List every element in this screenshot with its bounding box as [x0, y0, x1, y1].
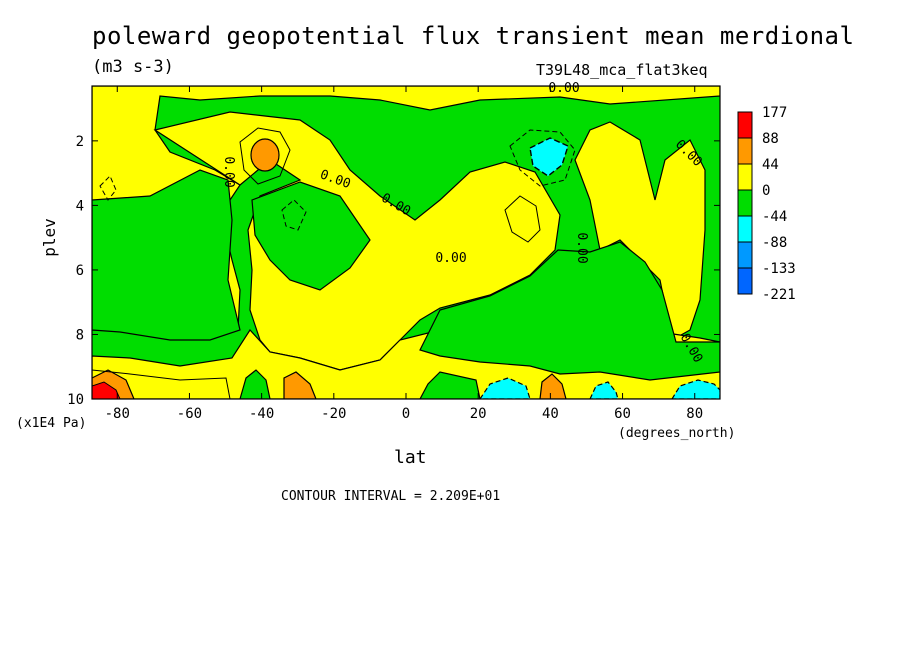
- x-tick-label: 20: [470, 406, 487, 422]
- y-axis-unit: (x1E4 Pa): [16, 416, 87, 431]
- contour-zero-label: 0.00: [435, 251, 466, 266]
- region-negative-left: [92, 169, 241, 341]
- region-negative-green-bottom-2: [419, 371, 481, 399]
- contour-positive-solid-3: [92, 369, 231, 399]
- colorbar-label: 177: [762, 105, 787, 121]
- region-negative-cyan-bottom-2: [589, 381, 619, 399]
- chart-subtitle: T39L48_mca_flat3keq: [536, 61, 708, 79]
- contour-positive-solid-2: [239, 127, 291, 185]
- region-positive-orange-bottom: [283, 371, 317, 399]
- colorbar-swatch: [737, 215, 753, 243]
- colorbar-swatch: [737, 163, 753, 191]
- y-tick-label: 2: [76, 134, 84, 150]
- y-axis-ticks: 2 4 6 8 10: [67, 134, 720, 408]
- colorbar-label: 88: [762, 131, 779, 147]
- plot-area: [92, 86, 720, 399]
- contour-negative-dashed-2: [281, 199, 307, 231]
- y-tick-label: 4: [76, 198, 84, 214]
- contour-zero-label: 0.00: [548, 81, 579, 96]
- colorbar: 177 88 44 0 -44 -88 -133 -221: [737, 105, 796, 303]
- contour-labels: 0.000.00 0.000.000.00 0.000.000.00: [221, 81, 705, 366]
- x-tick-label: 80: [686, 406, 703, 422]
- contour-zero-label: 0.00: [574, 232, 589, 263]
- y-tick-label: 8: [76, 327, 84, 343]
- colorbar-label: -88: [762, 235, 787, 251]
- region-positive-orange-bottom-2: [539, 373, 567, 399]
- colorbar-swatch: [737, 241, 753, 269]
- x-tick-label: -60: [177, 406, 202, 422]
- y-tick-label: 6: [76, 263, 84, 279]
- region-negative-lower-right: [419, 241, 720, 381]
- region-negative-cyan-bottom-3: [671, 379, 720, 399]
- x-tick-label: -80: [105, 406, 130, 422]
- region-positive-red-core: [92, 381, 121, 399]
- colorbar-label: -133: [762, 261, 796, 277]
- colorbar-label: -221: [762, 287, 796, 303]
- x-tick-label: 60: [614, 406, 631, 422]
- chart-title: poleward geopotential flux transient mea…: [92, 22, 855, 50]
- contour-interval: CONTOUR INTERVAL = 2.209E+01: [281, 489, 501, 504]
- region-positive-right: [574, 121, 706, 341]
- region-negative-cyan-bottom-1: [479, 377, 531, 399]
- x-tick-label: 40: [542, 406, 559, 422]
- x-tick-label: -40: [249, 406, 274, 422]
- contour-negative-dashed-3: [99, 175, 117, 201]
- colorbar-label: 44: [762, 157, 779, 173]
- x-tick-label: -20: [321, 406, 346, 422]
- contour-positive-solid-1: [504, 195, 541, 243]
- x-tick-label: 0: [402, 406, 410, 422]
- colorbar-swatch: [737, 111, 753, 139]
- colorbar-swatch: [737, 267, 753, 295]
- region-negative-green-bottom: [239, 369, 271, 399]
- colorbar-label: -44: [762, 209, 787, 225]
- x-axis-ticks: -80 -60 -40 -20 0 20 40 60 80: [105, 86, 703, 422]
- y-tick-label: 10: [67, 392, 84, 408]
- colorbar-label: 0: [762, 183, 770, 199]
- x-axis-unit: (degrees_north): [618, 426, 736, 441]
- region-negative-middle: [251, 181, 371, 291]
- x-axis-label: lat: [394, 447, 427, 468]
- region-negative-cyan-upper: [529, 137, 569, 177]
- colorbar-swatch: [737, 137, 753, 165]
- contour-zero-label: 0.00: [221, 156, 236, 187]
- colorbar-swatch: [737, 189, 753, 217]
- chart-units: (m3 s-3): [92, 57, 174, 77]
- region-positive-orange-upper: [250, 138, 280, 172]
